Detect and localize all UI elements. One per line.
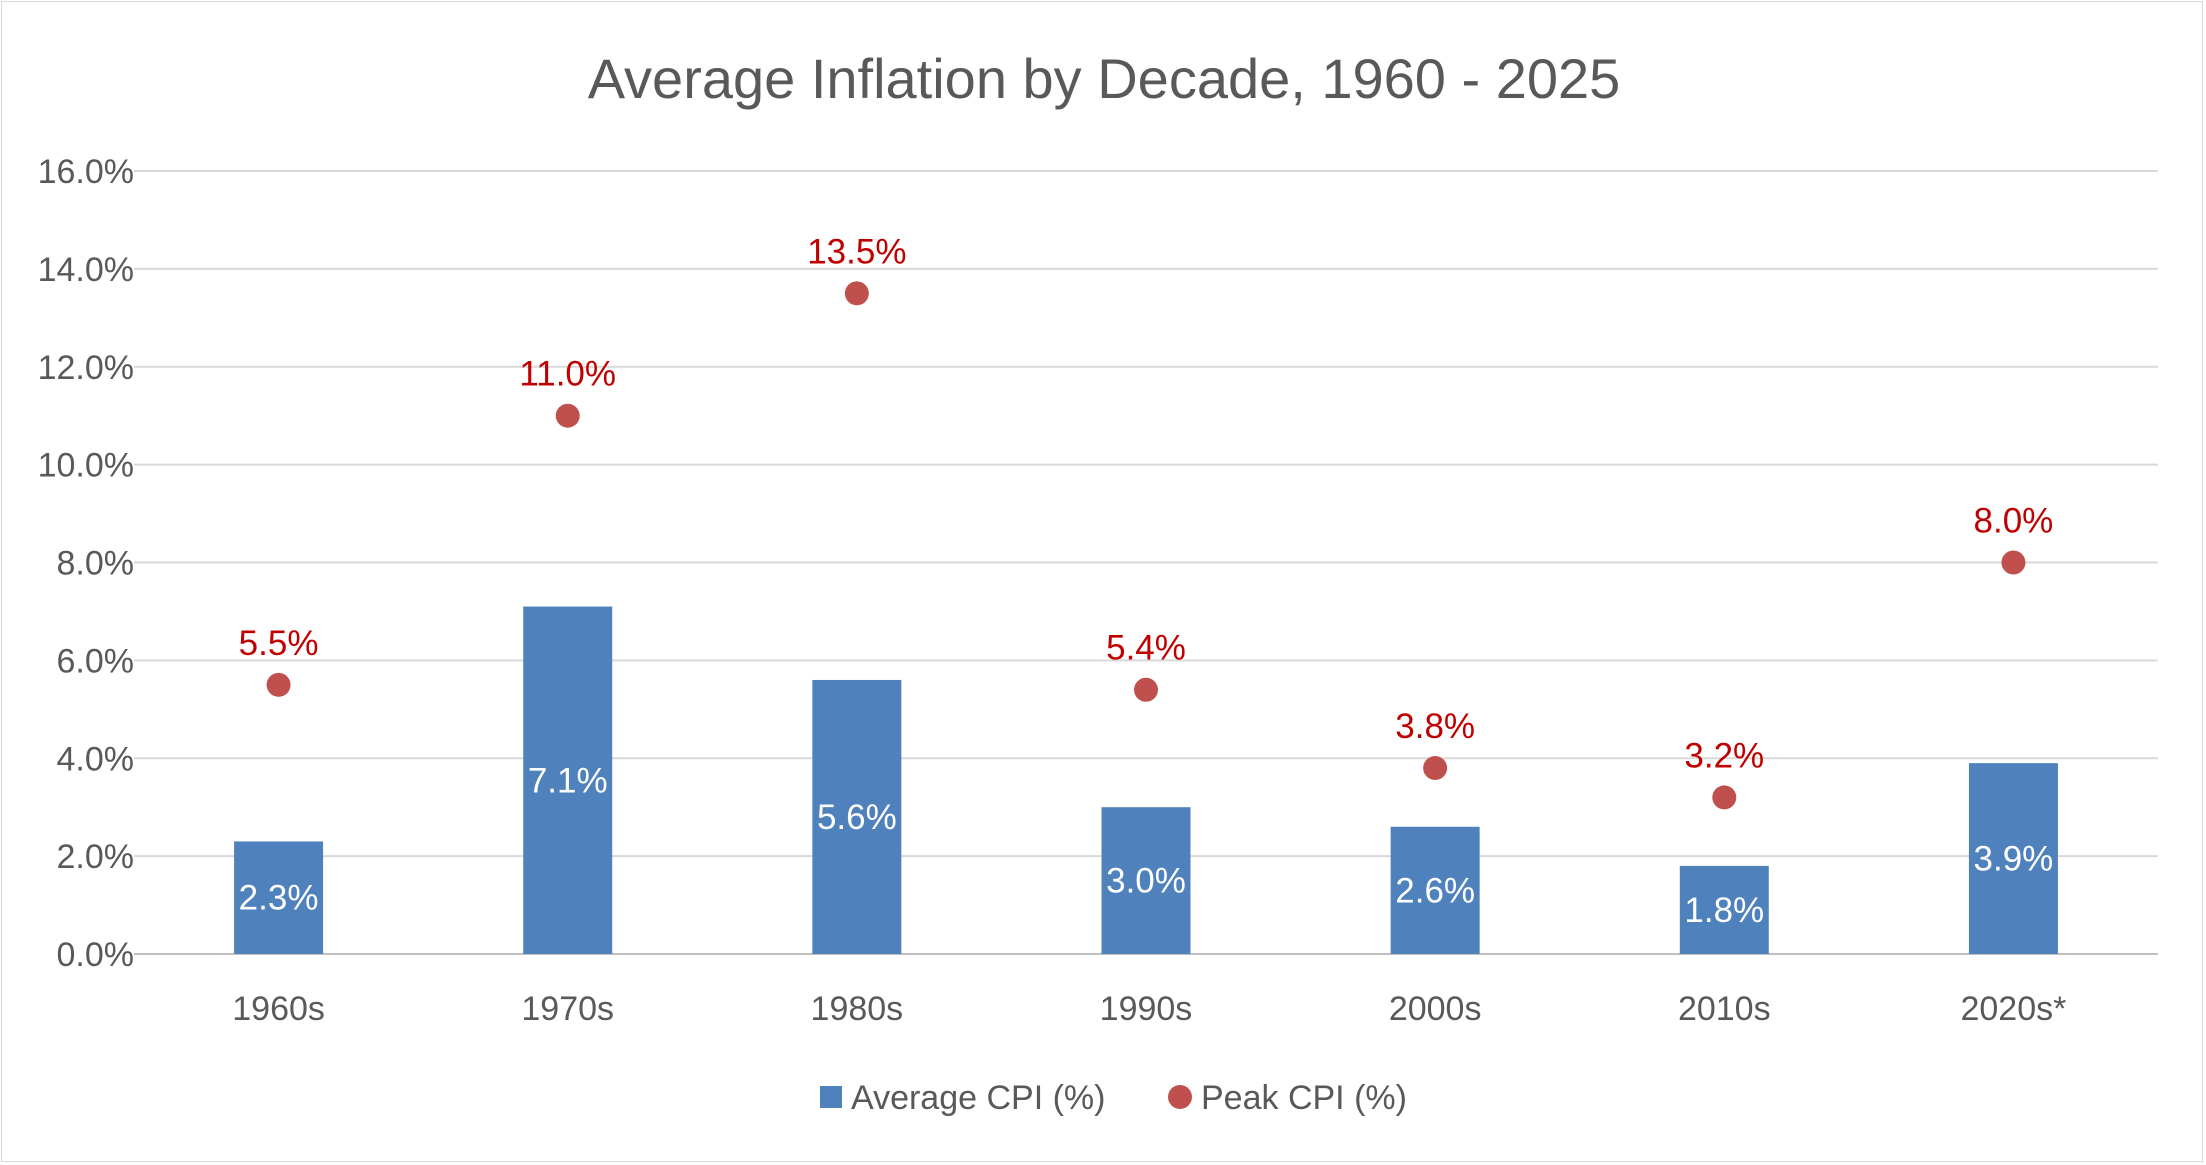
legend-average-cpi-swatch xyxy=(820,1086,842,1108)
peak-cpi-value-label: 5.4% xyxy=(1106,629,1186,668)
peak-cpi-point xyxy=(844,281,869,306)
y-tick-label: 16.0% xyxy=(38,153,134,191)
y-tick-label: 12.0% xyxy=(38,349,134,387)
y-tick-label: 6.0% xyxy=(57,642,135,680)
peak-cpi-value-label: 13.5% xyxy=(807,232,906,271)
average-cpi-value-label: 7.1% xyxy=(528,761,608,800)
average-cpi-value-label: 1.8% xyxy=(1684,891,1764,930)
y-axis-tick-labels: 0.0% 2.0% 4.0% 6.0% 8.0% 10.0% 12.0% 14.0% 16.0% xyxy=(38,153,134,974)
gridlines xyxy=(134,170,2158,955)
average-cpi-value-label: 3.0% xyxy=(1106,862,1186,901)
chart-title: Average Inflation by Decade, 1960 - 2025 xyxy=(588,47,1621,110)
x-category-label: 2010s xyxy=(1678,990,1771,1028)
peak-cpi-point xyxy=(266,672,291,697)
chart-legend: Average CPI (%) Peak CPI (%) xyxy=(820,1079,1407,1117)
average-cpi-bar xyxy=(1101,807,1191,954)
y-tick-label: 4.0% xyxy=(57,740,135,778)
average-cpi-data-labels: 2.3% 7.1% 5.6% 3.0% 2.6% 1.8% 3.9% xyxy=(239,761,2054,930)
average-cpi-bar xyxy=(523,606,613,954)
peak-cpi-point xyxy=(1712,785,1737,810)
average-cpi-bar xyxy=(234,841,324,954)
x-category-label: 1960s xyxy=(232,990,325,1028)
average-cpi-bar xyxy=(1679,865,1769,954)
peak-cpi-point xyxy=(1423,756,1448,781)
average-cpi-value-label: 2.3% xyxy=(239,879,319,918)
x-category-label: 2000s xyxy=(1389,990,1482,1028)
peak-cpi-value-label: 3.8% xyxy=(1395,707,1475,746)
average-cpi-bar xyxy=(812,679,902,954)
y-tick-label: 14.0% xyxy=(38,251,134,289)
y-tick-label: 0.0% xyxy=(57,936,135,974)
x-category-label: 1990s xyxy=(1100,990,1193,1028)
peak-cpi-point xyxy=(1134,677,1158,702)
x-category-label: 2020s* xyxy=(1960,990,2066,1028)
x-axis-category-labels: 1960s 1970s 1980s 1990s 2000s 2010s 2020s* xyxy=(232,990,2066,1028)
y-tick-label: 10.0% xyxy=(38,447,134,485)
peak-cpi-points xyxy=(266,281,2026,810)
legend-peak-cpi-label: Peak CPI (%) xyxy=(1201,1079,1407,1117)
average-cpi-bars xyxy=(234,606,2058,954)
x-category-label: 1970s xyxy=(521,990,614,1028)
peak-cpi-data-labels: 5.5% 11.0% 13.5% 5.4% 3.8% 3.2% 8.0% xyxy=(239,232,2054,775)
y-tick-label: 8.0% xyxy=(57,545,135,583)
peak-cpi-point xyxy=(2001,550,2026,575)
y-tick-label: 2.0% xyxy=(57,838,135,876)
average-cpi-value-label: 3.9% xyxy=(1974,840,2054,879)
x-category-label: 1980s xyxy=(811,990,904,1028)
average-cpi-value-label: 5.6% xyxy=(817,798,897,837)
legend-average-cpi-label: Average CPI (%) xyxy=(851,1079,1105,1117)
average-cpi-bar xyxy=(1968,763,2058,954)
peak-cpi-value-label: 8.0% xyxy=(1974,502,2054,541)
average-cpi-bar xyxy=(1390,826,1480,954)
peak-cpi-point xyxy=(555,403,580,428)
legend-peak-cpi-swatch xyxy=(1168,1085,1192,1109)
peak-cpi-value-label: 3.2% xyxy=(1684,736,1764,775)
peak-cpi-value-label: 11.0% xyxy=(519,355,616,394)
average-cpi-value-label: 2.6% xyxy=(1395,871,1475,910)
peak-cpi-value-label: 5.5% xyxy=(239,624,319,663)
